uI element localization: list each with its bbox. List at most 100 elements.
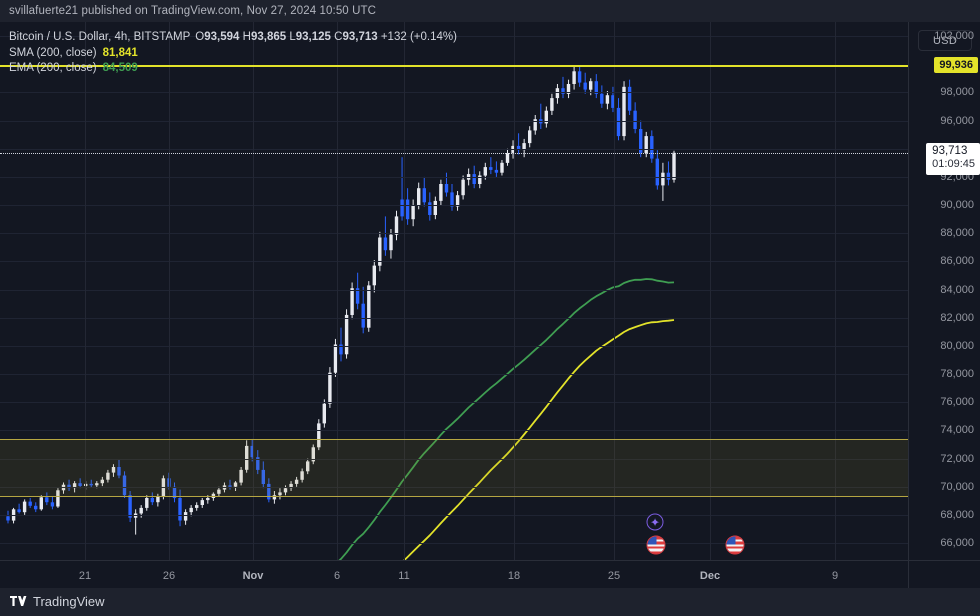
sparkle-icon[interactable]: ✦ (646, 513, 664, 531)
us-flag-icon[interactable] (725, 535, 745, 555)
candle-body (283, 488, 288, 493)
candle-body (272, 495, 277, 500)
vertical-gridline (253, 22, 254, 560)
currency-button[interactable]: USD (918, 30, 972, 51)
candle-body (372, 265, 376, 286)
candle-body (528, 130, 532, 144)
candle-body (594, 81, 598, 94)
candle-body (145, 498, 149, 508)
footer-bar: TradingView (0, 588, 980, 616)
candle-body (644, 136, 648, 153)
vertical-gridline (337, 22, 338, 560)
candle-body (178, 498, 182, 521)
us-flag-icon[interactable] (646, 535, 666, 555)
current-price-badge: 93,713 01:09:45 (926, 142, 980, 175)
price-tick-label: 78,000 (940, 368, 974, 381)
candle-body (150, 498, 154, 503)
candle-body (494, 169, 499, 173)
candle-body (561, 88, 565, 94)
price-tick-label: 80,000 (940, 339, 974, 352)
time-tick-label: 25 (607, 570, 621, 582)
candle-body (239, 469, 243, 483)
price-scale[interactable]: USD 102,00098,00096,00094,00092,00090,00… (908, 22, 980, 560)
horizontal-gridline (0, 233, 908, 235)
chart-legend: Bitcoin / U.S. Dollar, 4h, BITSTAMP O93,… (9, 30, 457, 77)
price-tick-label: 88,000 (940, 227, 974, 240)
time-tick-label: 21 (78, 570, 92, 582)
bar-countdown: 01:09:45 (932, 158, 975, 171)
candle-body (589, 81, 593, 90)
horizontal-gridline (0, 261, 908, 263)
candle-body (566, 84, 571, 94)
candle-body (317, 423, 321, 448)
candle-body (34, 505, 38, 510)
horizontal-gridline (0, 345, 908, 347)
price-tick-label: 66,000 (940, 537, 974, 550)
legend-indicator-sma[interactable]: SMA (200, close) 81,841 (9, 46, 457, 62)
candle-body (350, 288, 354, 315)
vertical-gridline (710, 22, 711, 560)
candle-body (500, 162, 504, 173)
candle-body (655, 158, 659, 186)
candle-body (611, 95, 615, 108)
candle-body (639, 129, 643, 153)
horizontal-gridline (0, 36, 908, 38)
candle-body (461, 179, 465, 196)
candle-body (544, 110, 548, 124)
publish-bar: svillafuerte21 published on TradingView.… (0, 0, 980, 22)
horizontal-gridline (0, 289, 908, 291)
candle-body (433, 200, 437, 215)
candle-body (355, 288, 360, 304)
time-scale[interactable]: 21 26 Nov 6 11 18 25 Dec 9 (0, 560, 980, 589)
candle-body (111, 467, 116, 473)
price-tick-label: 86,000 (940, 255, 974, 268)
candle-body (450, 192, 454, 207)
horizontal-gridline (0, 92, 908, 94)
candle-body (122, 475, 127, 496)
legend-symbol: Bitcoin / U.S. Dollar, 4h, BITSTAMP (9, 31, 191, 43)
candle-body (17, 509, 21, 513)
ohlc-high-label: H (242, 31, 251, 43)
candle-body (78, 483, 82, 486)
candle-body (245, 445, 249, 470)
publish-text: svillafuerte21 published on TradingView.… (9, 5, 377, 17)
time-tick-label: Nov (242, 570, 264, 582)
horizontal-gridline (0, 148, 908, 150)
candle-body (256, 457, 260, 470)
candle-body (217, 489, 221, 494)
candle-body (67, 484, 71, 489)
candle-body (117, 467, 121, 476)
horizontal-gridline (0, 176, 908, 178)
current-price-value: 93,713 (932, 144, 968, 157)
candle-body (622, 86, 626, 137)
chart-pane[interactable]: ✦ Bitcoin / U.S. Dollar, 4h, BITSTAMP O9… (0, 22, 908, 560)
candle-body (228, 485, 232, 487)
legend-indicator-ema[interactable]: EMA (200, close) 84,509 (9, 61, 457, 77)
candle-body (250, 445, 254, 458)
candle-body (633, 110, 637, 129)
candle-body (478, 175, 482, 184)
horizontal-gridline (0, 430, 908, 432)
candle-body (383, 237, 388, 251)
candle-body (455, 195, 460, 207)
candle-body (195, 505, 199, 508)
time-tick-label: 9 (831, 570, 839, 582)
candle-body (206, 498, 210, 501)
candle-body (672, 152, 676, 180)
candle-body (106, 472, 110, 480)
tradingview-wordmark: TradingView (33, 594, 105, 609)
supply-demand-zone (0, 438, 908, 497)
ohlc-low: 93,125 (295, 31, 331, 43)
candle-body (39, 497, 43, 510)
price-tick-label: 74,000 (940, 424, 974, 437)
ema-line (338, 278, 675, 560)
candle-body (333, 344, 338, 373)
candle-body (72, 483, 77, 489)
price-tick-label: 84,000 (940, 283, 974, 296)
price-tick-label: 98,000 (940, 86, 974, 99)
candle-body (577, 71, 582, 83)
ema-name: EMA (200, close) (9, 62, 97, 74)
legend-symbol-row[interactable]: Bitcoin / U.S. Dollar, 4h, BITSTAMP O93,… (9, 30, 457, 46)
candle-body (328, 372, 332, 404)
candle-body (600, 93, 604, 104)
